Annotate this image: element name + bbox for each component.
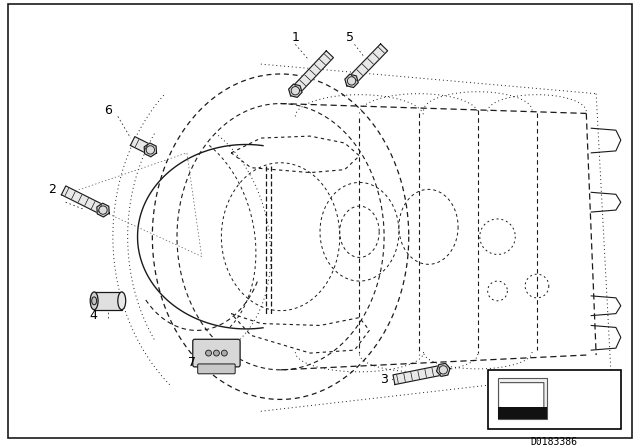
Text: 2: 2 xyxy=(48,183,56,196)
Ellipse shape xyxy=(118,292,125,310)
Polygon shape xyxy=(436,363,450,376)
FancyBboxPatch shape xyxy=(198,364,235,374)
Ellipse shape xyxy=(92,297,97,305)
Polygon shape xyxy=(289,84,302,97)
Circle shape xyxy=(439,366,447,374)
Polygon shape xyxy=(144,143,157,157)
Bar xyxy=(497,407,547,419)
Polygon shape xyxy=(348,44,388,84)
Polygon shape xyxy=(131,137,152,154)
Text: D0183386: D0183386 xyxy=(531,437,577,447)
Bar xyxy=(497,378,547,419)
Circle shape xyxy=(205,350,211,356)
Ellipse shape xyxy=(90,292,98,310)
Circle shape xyxy=(99,206,107,214)
Polygon shape xyxy=(61,186,105,215)
Circle shape xyxy=(291,86,300,95)
Polygon shape xyxy=(345,74,358,87)
Text: 7: 7 xyxy=(188,357,196,370)
Circle shape xyxy=(221,350,227,356)
Polygon shape xyxy=(393,365,444,384)
FancyBboxPatch shape xyxy=(193,339,240,367)
Bar xyxy=(488,370,621,429)
Polygon shape xyxy=(292,51,333,94)
Bar xyxy=(94,292,122,310)
Text: 3: 3 xyxy=(380,373,388,386)
Polygon shape xyxy=(500,383,544,414)
Text: 4: 4 xyxy=(89,309,97,322)
Circle shape xyxy=(348,77,356,85)
Polygon shape xyxy=(97,203,109,217)
Text: 5: 5 xyxy=(346,31,353,44)
Circle shape xyxy=(146,146,154,154)
Circle shape xyxy=(214,350,220,356)
Text: 6: 6 xyxy=(104,104,112,117)
Text: 1: 1 xyxy=(291,31,300,44)
